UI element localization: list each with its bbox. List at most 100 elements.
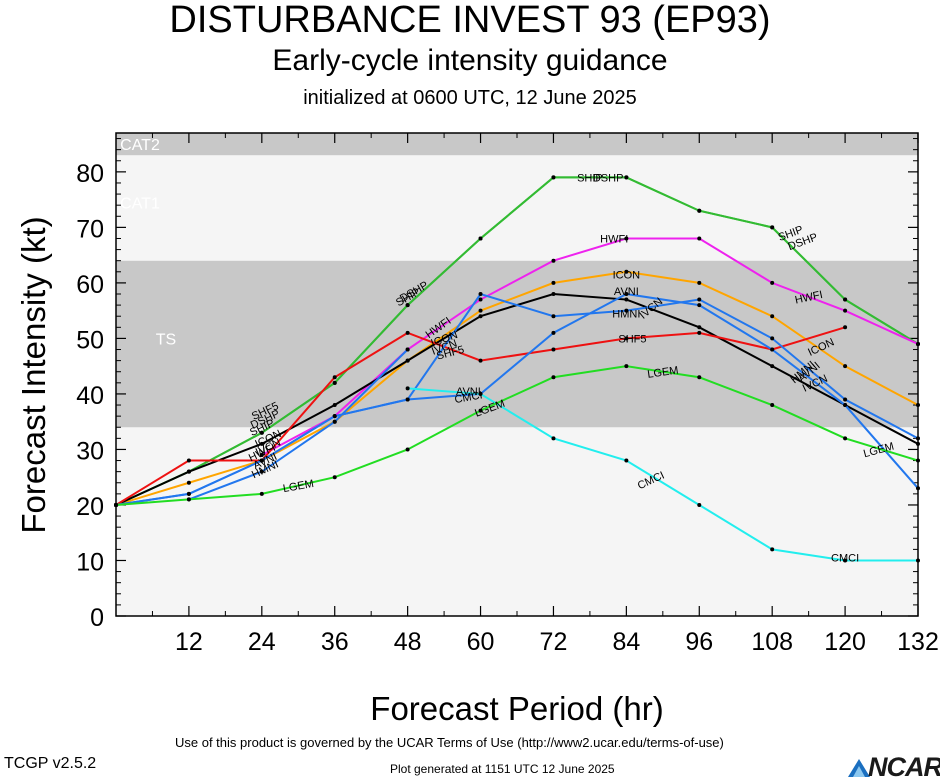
data-point (332, 475, 337, 480)
data-point (624, 175, 629, 180)
data-point (843, 364, 848, 369)
chart-title: DISTURBANCE INVEST 93 (EP93) (169, 0, 771, 41)
data-point (843, 308, 848, 313)
data-point (259, 491, 264, 496)
data-point (478, 292, 483, 296)
init-time-line: initialized at 0600 UTC, 12 June 2025 (303, 87, 637, 109)
data-point (697, 303, 702, 308)
data-point (843, 397, 848, 402)
data-point (770, 225, 775, 230)
data-point (405, 330, 410, 335)
data-point (478, 358, 483, 363)
series-label-lgem: LGEM (647, 365, 680, 381)
data-point (405, 303, 410, 308)
y-tick-label: 50 (76, 326, 104, 354)
series-label-cmci: CMCI (831, 553, 859, 565)
series-label-lgem: LGEM (282, 478, 315, 495)
data-point (843, 558, 848, 563)
x-tick-label: 60 (467, 628, 495, 656)
data-point (624, 364, 629, 369)
data-point (551, 292, 556, 296)
band-label-cat1: CAT1 (120, 195, 160, 212)
series-label-hwfi: HWFI (794, 289, 824, 307)
data-point (551, 375, 556, 380)
data-point (332, 419, 337, 424)
data-point (259, 430, 264, 435)
data-point (186, 491, 191, 496)
y-tick-label: 70 (76, 215, 104, 243)
data-point (186, 480, 191, 485)
series-line-lgem (115, 365, 919, 506)
y-tick-label: 80 (76, 160, 104, 188)
data-point (624, 297, 629, 302)
x-tick-label: 12 (175, 628, 203, 656)
data-point (624, 292, 629, 296)
data-point (186, 458, 191, 463)
series-label-ship: SHIP (577, 172, 603, 184)
data-point (405, 347, 410, 352)
data-point (551, 258, 556, 263)
generated-time: Plot generated at 1151 UTC 12 June 2025 (390, 762, 615, 776)
data-point (259, 441, 264, 446)
series-line-icon (115, 270, 919, 506)
data-point (332, 380, 337, 385)
data-point (770, 364, 775, 369)
series-label-shf5: SHF5 (618, 333, 646, 345)
data-point (697, 297, 702, 302)
data-point (916, 486, 920, 491)
ncar-logo-icon (848, 759, 870, 777)
series-label-avni: AVNI (456, 386, 481, 398)
data-point (478, 408, 483, 413)
data-point (916, 436, 920, 441)
series-line-avni (115, 292, 919, 506)
data-point (478, 236, 483, 241)
series-label-hmni: HMNI (612, 308, 640, 320)
chart-subtitle: Early-cycle intensity guidance (272, 44, 668, 77)
data-point (770, 403, 775, 408)
x-tick-label: 48 (394, 628, 422, 656)
data-point (332, 375, 337, 380)
series-line-hwfi (188, 348, 409, 501)
data-point (770, 314, 775, 319)
series-label-hwfi: HWFI (600, 233, 628, 245)
data-point (624, 458, 629, 463)
terms-of-use-text: Use of this product is governed by the U… (175, 735, 724, 750)
data-point (405, 447, 410, 452)
data-point (551, 175, 556, 180)
data-point (843, 297, 848, 302)
x-tick-label: 72 (540, 628, 568, 656)
data-point (478, 314, 483, 319)
data-point (478, 297, 483, 302)
data-point (405, 397, 410, 402)
data-point (259, 453, 264, 457)
data-point (551, 436, 556, 441)
data-point (697, 330, 702, 335)
data-point (843, 325, 848, 330)
band-label-ts: TS (156, 331, 176, 348)
x-tick-label: 84 (612, 628, 640, 656)
data-point (624, 236, 629, 241)
data-point (916, 441, 920, 446)
data-point (624, 269, 629, 274)
x-tick-label: 96 (685, 628, 713, 656)
data-point (916, 558, 920, 563)
y-axis-label: Forecast Intensity (kt) (15, 216, 52, 533)
data-point (405, 358, 410, 363)
y-tick-label: 30 (76, 437, 104, 465)
x-tick-label: 36 (321, 628, 349, 656)
data-point (114, 502, 118, 507)
version-label: TCGP v2.5.2 (4, 755, 97, 772)
ncar-logo-text: NCAR (868, 752, 940, 782)
x-axis-label: Forecast Period (hr) (370, 690, 663, 727)
series-label-cmci: CMCI (454, 389, 484, 406)
y-tick-label: 40 (76, 382, 104, 410)
data-point (332, 403, 337, 408)
data-point (916, 403, 920, 408)
series-label-avni: AVNI (614, 286, 639, 298)
x-tick-label: 120 (824, 628, 866, 656)
x-tick-label: 24 (248, 628, 276, 656)
band-cat2 (116, 133, 918, 156)
data-point (770, 347, 775, 352)
data-point (697, 325, 702, 330)
data-point (697, 375, 702, 380)
